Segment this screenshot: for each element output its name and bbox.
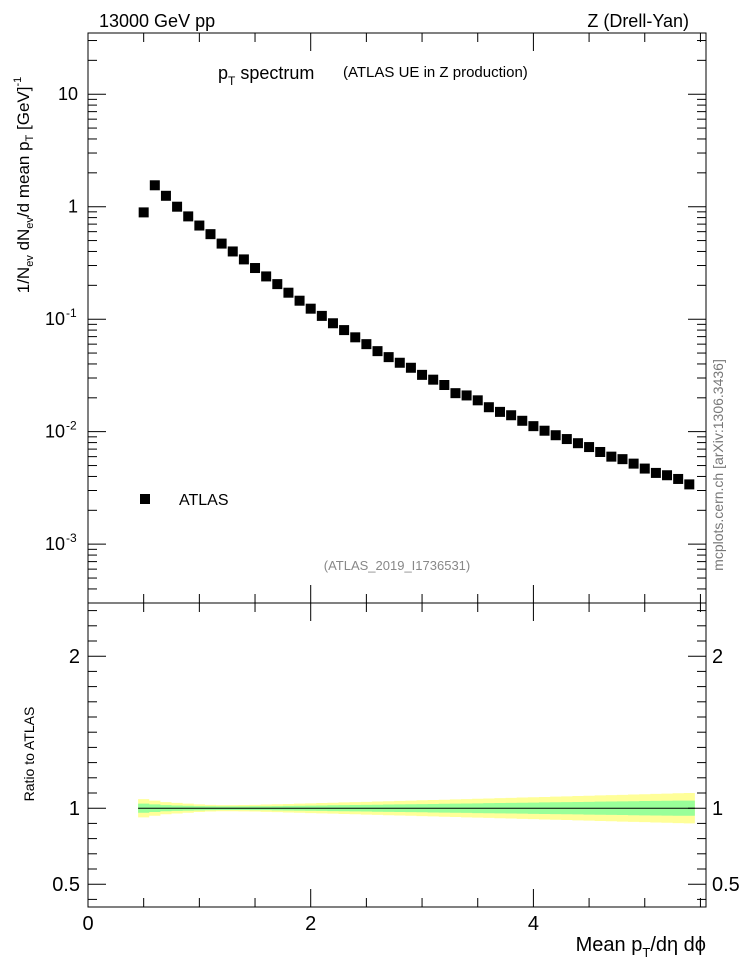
lower-y-tick-label: 1 [69, 798, 80, 820]
data-point [684, 479, 695, 490]
legend-marker [140, 494, 150, 504]
x-tick-label: 0 [82, 913, 93, 935]
data-point [327, 318, 338, 329]
lower-y-axis-label: Ratio to ATLAS [21, 707, 37, 802]
data-point [138, 207, 149, 218]
data-point [595, 446, 606, 457]
data-point [283, 287, 294, 298]
data-point [606, 451, 617, 462]
data-point [662, 470, 673, 481]
upper-plot-frame [87, 32, 707, 604]
data-point [650, 467, 661, 478]
plot-subtitle: (ATLAS UE in Z production) [343, 64, 528, 81]
data-point [472, 395, 483, 406]
data-point [361, 339, 372, 350]
lower-y-tick-label-right: 2 [712, 646, 723, 668]
header-right-label: Z (Drell-Yan) [587, 11, 689, 31]
data-point [417, 369, 428, 380]
data-point [394, 357, 405, 368]
data-point [539, 425, 550, 436]
data-point [172, 201, 183, 212]
data-point [405, 362, 416, 373]
data-point [227, 246, 238, 257]
data-point [305, 303, 316, 314]
lower-y-tick-label-right: 0.5 [712, 874, 740, 896]
data-point [350, 332, 361, 343]
data-point [261, 271, 272, 282]
data-point [617, 454, 628, 465]
data-point [428, 374, 439, 385]
data-point [439, 380, 450, 391]
data-point [316, 310, 327, 321]
lower-y-tick-label: 2 [69, 646, 80, 668]
lower-y-tick-label: 0.5 [52, 874, 80, 896]
data-point [272, 279, 283, 290]
data-point [149, 180, 160, 191]
data-point [383, 352, 394, 363]
data-point [372, 346, 383, 357]
data-point [250, 263, 261, 274]
x-tick-label: 4 [528, 913, 539, 935]
x-tick-label: 2 [305, 913, 316, 935]
data-point [339, 325, 350, 336]
upper-y-tick-label: 10 [45, 422, 65, 442]
data-point [517, 415, 528, 426]
plot-title: pT spectrum [218, 63, 314, 88]
upper-y-tick-label: 1 [68, 197, 78, 217]
data-point [550, 430, 561, 441]
upper-y-tick-label: 10 [58, 84, 78, 104]
data-point [584, 442, 595, 453]
lower-y-tick-label-right: 1 [712, 798, 723, 820]
data-point [450, 388, 461, 399]
data-point [495, 406, 505, 417]
data-point [528, 421, 539, 432]
upper-y-tick-label: 10 [45, 309, 65, 329]
data-point [194, 220, 205, 231]
data-point [483, 402, 494, 413]
data-point [628, 458, 639, 469]
data-point [183, 211, 194, 222]
data-point [639, 463, 650, 474]
upper-y-tick-exponent: -3 [66, 531, 77, 545]
header-left-label: 13000 GeV pp [99, 11, 215, 31]
legend-label: ATLAS [179, 492, 229, 509]
upper-y-tick-exponent: -1 [66, 306, 77, 320]
x-axis-label: Mean pT/dη dϕ [576, 934, 706, 960]
side-source-label: mcplots.cern.ch [arXiv:1306.3436] [710, 359, 726, 571]
data-point [673, 473, 684, 484]
data-point [238, 254, 249, 265]
data-point [461, 390, 472, 401]
data-point [506, 410, 517, 421]
data-point [216, 238, 227, 249]
data-point [572, 438, 583, 449]
data-point [294, 295, 305, 306]
upper-y-axis-label: 1/Nev dNev/d mean pT [GeV]-1 [12, 77, 36, 294]
data-point [160, 190, 171, 201]
upper-y-tick-label: 10 [45, 534, 65, 554]
upper-y-tick-exponent: -2 [66, 419, 77, 433]
analysis-watermark: (ATLAS_2019_I1736531) [324, 558, 470, 573]
data-point [561, 434, 572, 445]
lower-plot-frame [87, 602, 707, 908]
data-point [205, 229, 216, 240]
